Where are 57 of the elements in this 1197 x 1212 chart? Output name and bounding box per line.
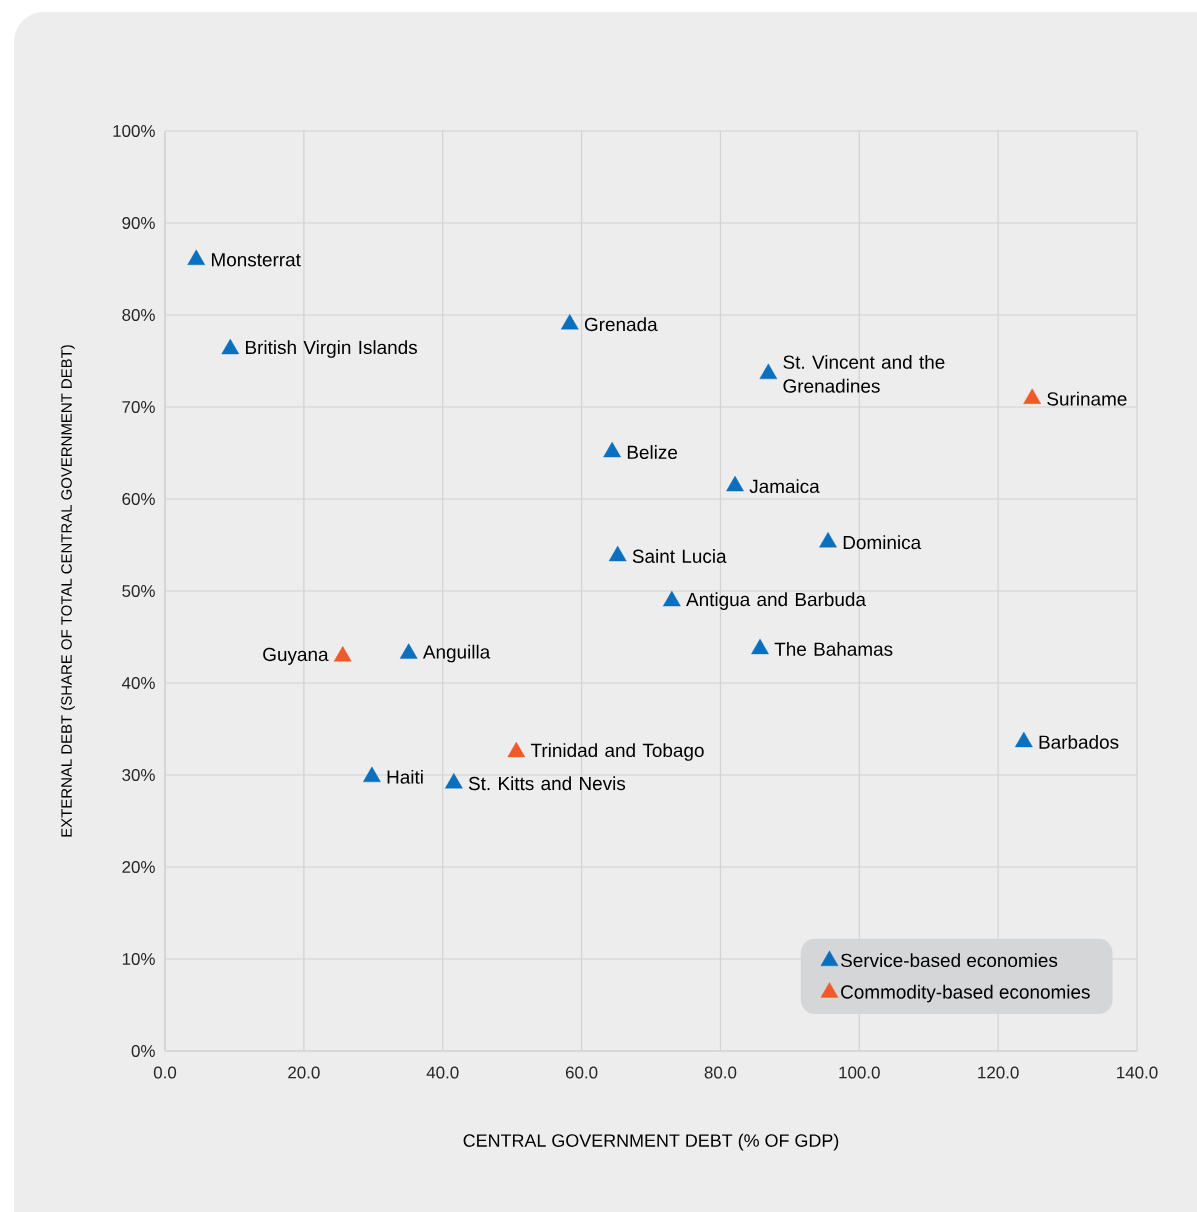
x-tick-label: 0.0 — [153, 1066, 177, 1079]
point — [759, 363, 778, 380]
annotation: Haiti — [387, 769, 423, 784]
x-tick-label: 60.0 — [565, 1066, 598, 1079]
annotation: Suriname — [1047, 391, 1127, 406]
annotation: Monsterrat — [211, 253, 301, 267]
annotation: Barbados — [1039, 734, 1119, 749]
point — [608, 545, 627, 562]
annotation: Antigua and Barbuda — [686, 592, 866, 610]
annotation: Saint Lucia — [632, 549, 727, 563]
point — [1014, 731, 1033, 748]
y-tick-label: 10% — [122, 953, 155, 965]
x-tick-label: 140.0 — [1117, 1066, 1158, 1079]
y-tick-label: 50% — [122, 585, 155, 597]
annotation: British Virgin Islands — [246, 340, 417, 358]
point — [363, 766, 381, 783]
annotation: St. Kitts and Nevis — [468, 776, 626, 791]
point — [187, 249, 206, 265]
x-tick-label: 80.0 — [704, 1066, 737, 1079]
point — [399, 643, 418, 659]
y-tick-label: 60% — [122, 492, 155, 505]
point — [662, 590, 681, 607]
annotation: Guyana — [263, 647, 329, 665]
annotation: Grenada — [584, 317, 658, 332]
y-tick-label: 90% — [122, 216, 155, 229]
point — [751, 638, 769, 655]
point — [1023, 388, 1042, 404]
annotation: St. Vincent and the Grenadines — [783, 354, 945, 393]
x-tick-label: 40.0 — [426, 1066, 459, 1079]
y-tick-label: 100% — [113, 124, 155, 137]
point — [507, 741, 526, 758]
annotation: The Bahamas — [774, 642, 893, 656]
point — [221, 338, 240, 355]
point — [560, 313, 579, 330]
x-tick-label: 120.0 — [978, 1066, 1019, 1079]
y-tick-label: 30% — [122, 769, 155, 781]
x-tick-label: 100.0 — [839, 1066, 880, 1079]
point — [333, 646, 352, 662]
point — [603, 441, 621, 458]
annotation: Belize — [627, 445, 678, 460]
legend-label: Commodity-based economies — [841, 984, 1090, 1003]
x-axis-title: CENTRAL GOVERNMENT DEBT (% OF GDP) — [463, 1133, 839, 1151]
y-tick-label: 80% — [122, 308, 155, 321]
annotation: Trinidad and Tobago — [530, 743, 704, 761]
annotation: Jamaica — [749, 479, 820, 494]
y-tick-label: 70% — [122, 400, 155, 413]
y-tick-label: 40% — [121, 677, 155, 689]
point — [726, 475, 744, 492]
point — [444, 773, 463, 789]
annotation: Anguilla — [422, 644, 491, 663]
legend-label: Service-based economies — [840, 953, 1058, 968]
y-axis-title: EXTERNAL DEBT (SHARE OF TOTAL CENTRAL GOVERNMENT DEBT) — [60, 345, 75, 837]
point — [819, 532, 837, 548]
x-tick-label: 20.0 — [288, 1066, 320, 1079]
annotation: Dominica — [843, 535, 922, 550]
y-tick-label: 20% — [122, 861, 155, 873]
y-tick-label: 0% — [131, 1045, 155, 1057]
